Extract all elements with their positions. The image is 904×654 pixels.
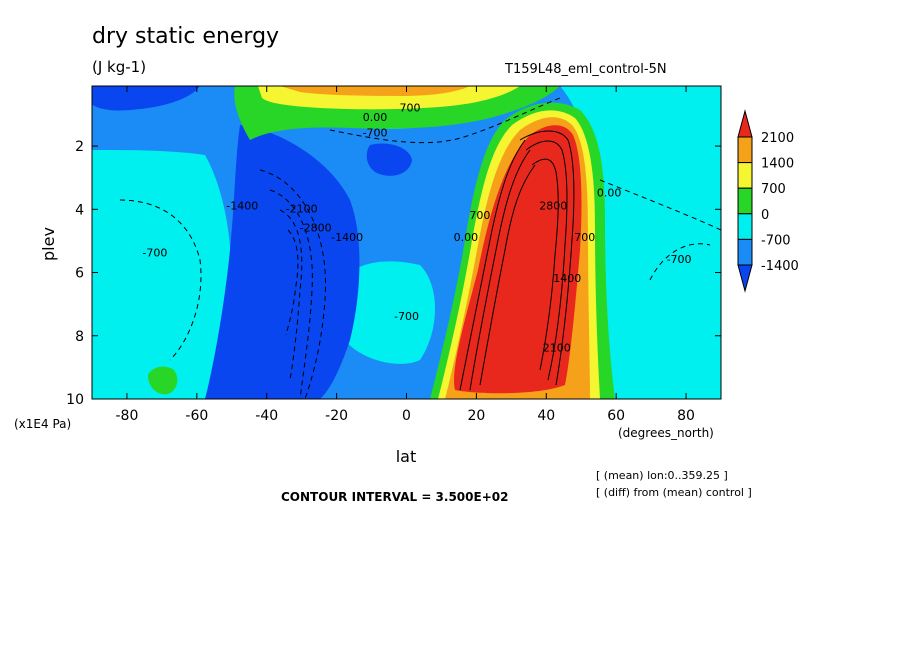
contour-label: 2100 (543, 342, 571, 355)
contour-interval: CONTOUR INTERVAL = 3.500E+02 (281, 490, 509, 504)
colorbar-bottom-arrow (737, 264, 753, 293)
cyan-field-lower-east (600, 297, 721, 399)
x-tick-label: 0 (402, 408, 411, 424)
y-tick-label: 6 (75, 266, 84, 282)
contour-label: -700 (667, 253, 692, 266)
contour-label: -700 (142, 247, 167, 260)
x-tick-label: -80 (116, 408, 139, 424)
colorbar-label: 0 (761, 208, 769, 223)
x-tick-label: 40 (537, 408, 555, 424)
colorbar-segment (737, 187, 753, 215)
x-tick-label: 60 (607, 408, 625, 424)
x-axis-unit: (degrees_north) (618, 426, 714, 440)
colorbar-label: -700 (761, 233, 791, 248)
x-tick-label: -60 (185, 408, 208, 424)
red-field-east (454, 125, 582, 394)
contour-label: 2800 (539, 199, 567, 212)
contour-label: 0.00 (363, 111, 388, 124)
filled-contours (92, 86, 721, 399)
chart-title: dry static energy (92, 24, 280, 49)
contour-lines (119, 97, 721, 399)
darkblue-field-upper (366, 143, 412, 176)
y-tick-label: 10 (66, 392, 84, 408)
contour-label: -1400 (226, 199, 258, 212)
colorbar-label: 2100 (761, 131, 794, 146)
y-axis-label: plev (39, 227, 58, 261)
x-tick-label: -40 (255, 408, 278, 424)
chart-units: (J kg-1) (92, 58, 147, 76)
x-tick-label: 20 (467, 408, 485, 424)
contour-label: 700 (574, 231, 595, 244)
contour-label: 700 (399, 101, 420, 114)
y-tick-label: 8 (75, 329, 84, 345)
colorbar-segment (737, 136, 753, 164)
darkblue-field-southern (205, 125, 360, 399)
cyan-field-center (336, 261, 435, 364)
x-axis-label: lat (396, 447, 417, 466)
colorbar-segment (737, 213, 753, 240)
contour-label: 0.00 (597, 187, 622, 200)
colorbar-label: 1400 (761, 157, 794, 172)
orange-field-north (280, 86, 470, 96)
y-tick-label: 4 (75, 202, 84, 218)
colorbar-top-arrow (737, 109, 753, 138)
green-blob-south (148, 366, 178, 395)
contour-label: -2800 (300, 221, 332, 234)
diff-note: [ (diff) from (mean) control ] (596, 486, 752, 499)
contour-label: -700 (363, 127, 388, 140)
x-tick-label: 80 (677, 408, 695, 424)
contour-label: -2100 (286, 202, 318, 215)
colorbar: 2100 1400 700 0 -700 -1400 (737, 109, 799, 293)
contour-label: 700 (469, 209, 490, 222)
darkblue-field-polar (92, 86, 200, 111)
y-axis: 2 4 6 8 10 (66, 139, 721, 408)
y-axis-unit: (x1E4 Pa) (14, 417, 71, 431)
x-axis: -80 -60 -40 -20 0 20 40 60 80 (116, 86, 695, 424)
contour-label: -1400 (331, 231, 363, 244)
x-tick-label: -20 (325, 408, 348, 424)
contour-label: 1400 (553, 272, 581, 285)
colorbar-label: 700 (761, 182, 786, 197)
mean-note: [ (mean) lon:0..359.25 ] (596, 469, 728, 482)
colorbar-segment (737, 162, 753, 189)
run-label: T159L48_eml_control-5N (505, 62, 667, 77)
colorbar-segment (737, 238, 753, 266)
y-tick-label: 2 (75, 139, 84, 155)
contour-label: 0.00 (454, 231, 479, 244)
contour-label: -700 (394, 310, 419, 323)
colorbar-label: -1400 (761, 259, 799, 274)
